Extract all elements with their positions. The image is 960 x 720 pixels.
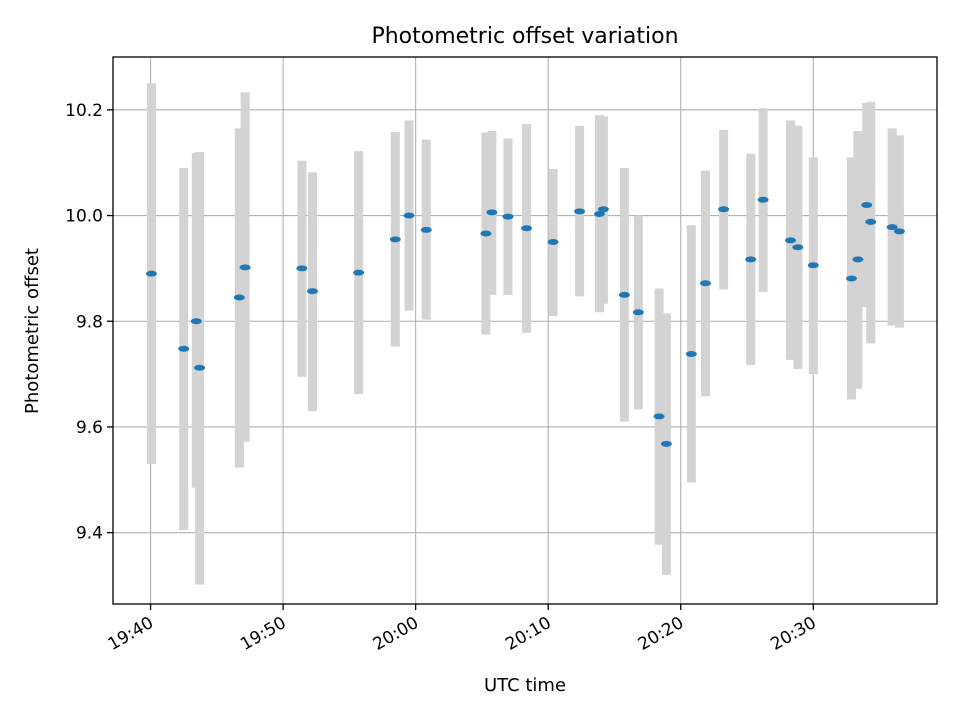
data-point	[403, 212, 415, 219]
data-point	[699, 280, 711, 287]
data-point	[660, 440, 672, 447]
data-point	[718, 206, 730, 213]
y-tick-label: 10.2	[65, 101, 103, 121]
data-point	[296, 265, 308, 272]
data-point	[486, 209, 498, 216]
x-tick-label: 19:40	[105, 613, 157, 655]
data-point	[574, 208, 586, 215]
x-axis-label: UTC time	[484, 675, 566, 696]
data-point	[547, 238, 559, 245]
data-point	[353, 269, 365, 276]
data-point	[521, 225, 533, 232]
x-tick-label: 20:20	[635, 613, 687, 655]
errorbar-layer	[146, 83, 904, 585]
y-axis-label: Photometric offset	[22, 248, 43, 414]
data-point	[893, 228, 905, 235]
data-point	[233, 294, 245, 301]
data-point	[886, 224, 898, 231]
data-point	[190, 318, 202, 325]
data-point	[745, 256, 757, 263]
data-point	[632, 309, 644, 316]
data-point	[480, 230, 492, 237]
data-point	[502, 213, 514, 220]
data-point	[306, 288, 318, 295]
data-point	[389, 236, 401, 243]
plot-frame	[112, 56, 938, 605]
data-point	[593, 210, 605, 217]
x-tick-label: 20:10	[502, 613, 554, 655]
y-tick-label: 9.4	[76, 524, 103, 544]
data-point	[861, 201, 873, 208]
data-point	[846, 275, 858, 282]
data-point	[597, 206, 609, 213]
data-point	[239, 264, 251, 271]
y-tick-label: 9.6	[76, 418, 103, 438]
data-point	[757, 196, 769, 203]
data-point	[807, 262, 819, 269]
data-point	[852, 256, 864, 263]
y-tick-label: 9.8	[76, 312, 103, 332]
chart-title: Photometric offset variation	[371, 24, 678, 49]
data-point	[685, 351, 697, 358]
data-point	[618, 291, 630, 298]
x-tick-label: 20:00	[370, 613, 422, 655]
data-point	[178, 345, 190, 352]
data-point	[792, 244, 804, 251]
data-point	[420, 226, 432, 233]
data-point	[865, 218, 877, 225]
marker-layer	[145, 196, 905, 447]
data-point	[653, 413, 665, 420]
data-point	[145, 270, 157, 277]
data-point	[194, 364, 206, 371]
data-point	[785, 237, 797, 244]
x-tick-label: 20:30	[767, 613, 819, 655]
x-tick-label: 19:50	[237, 613, 289, 655]
y-tick-label: 10.0	[65, 207, 103, 227]
